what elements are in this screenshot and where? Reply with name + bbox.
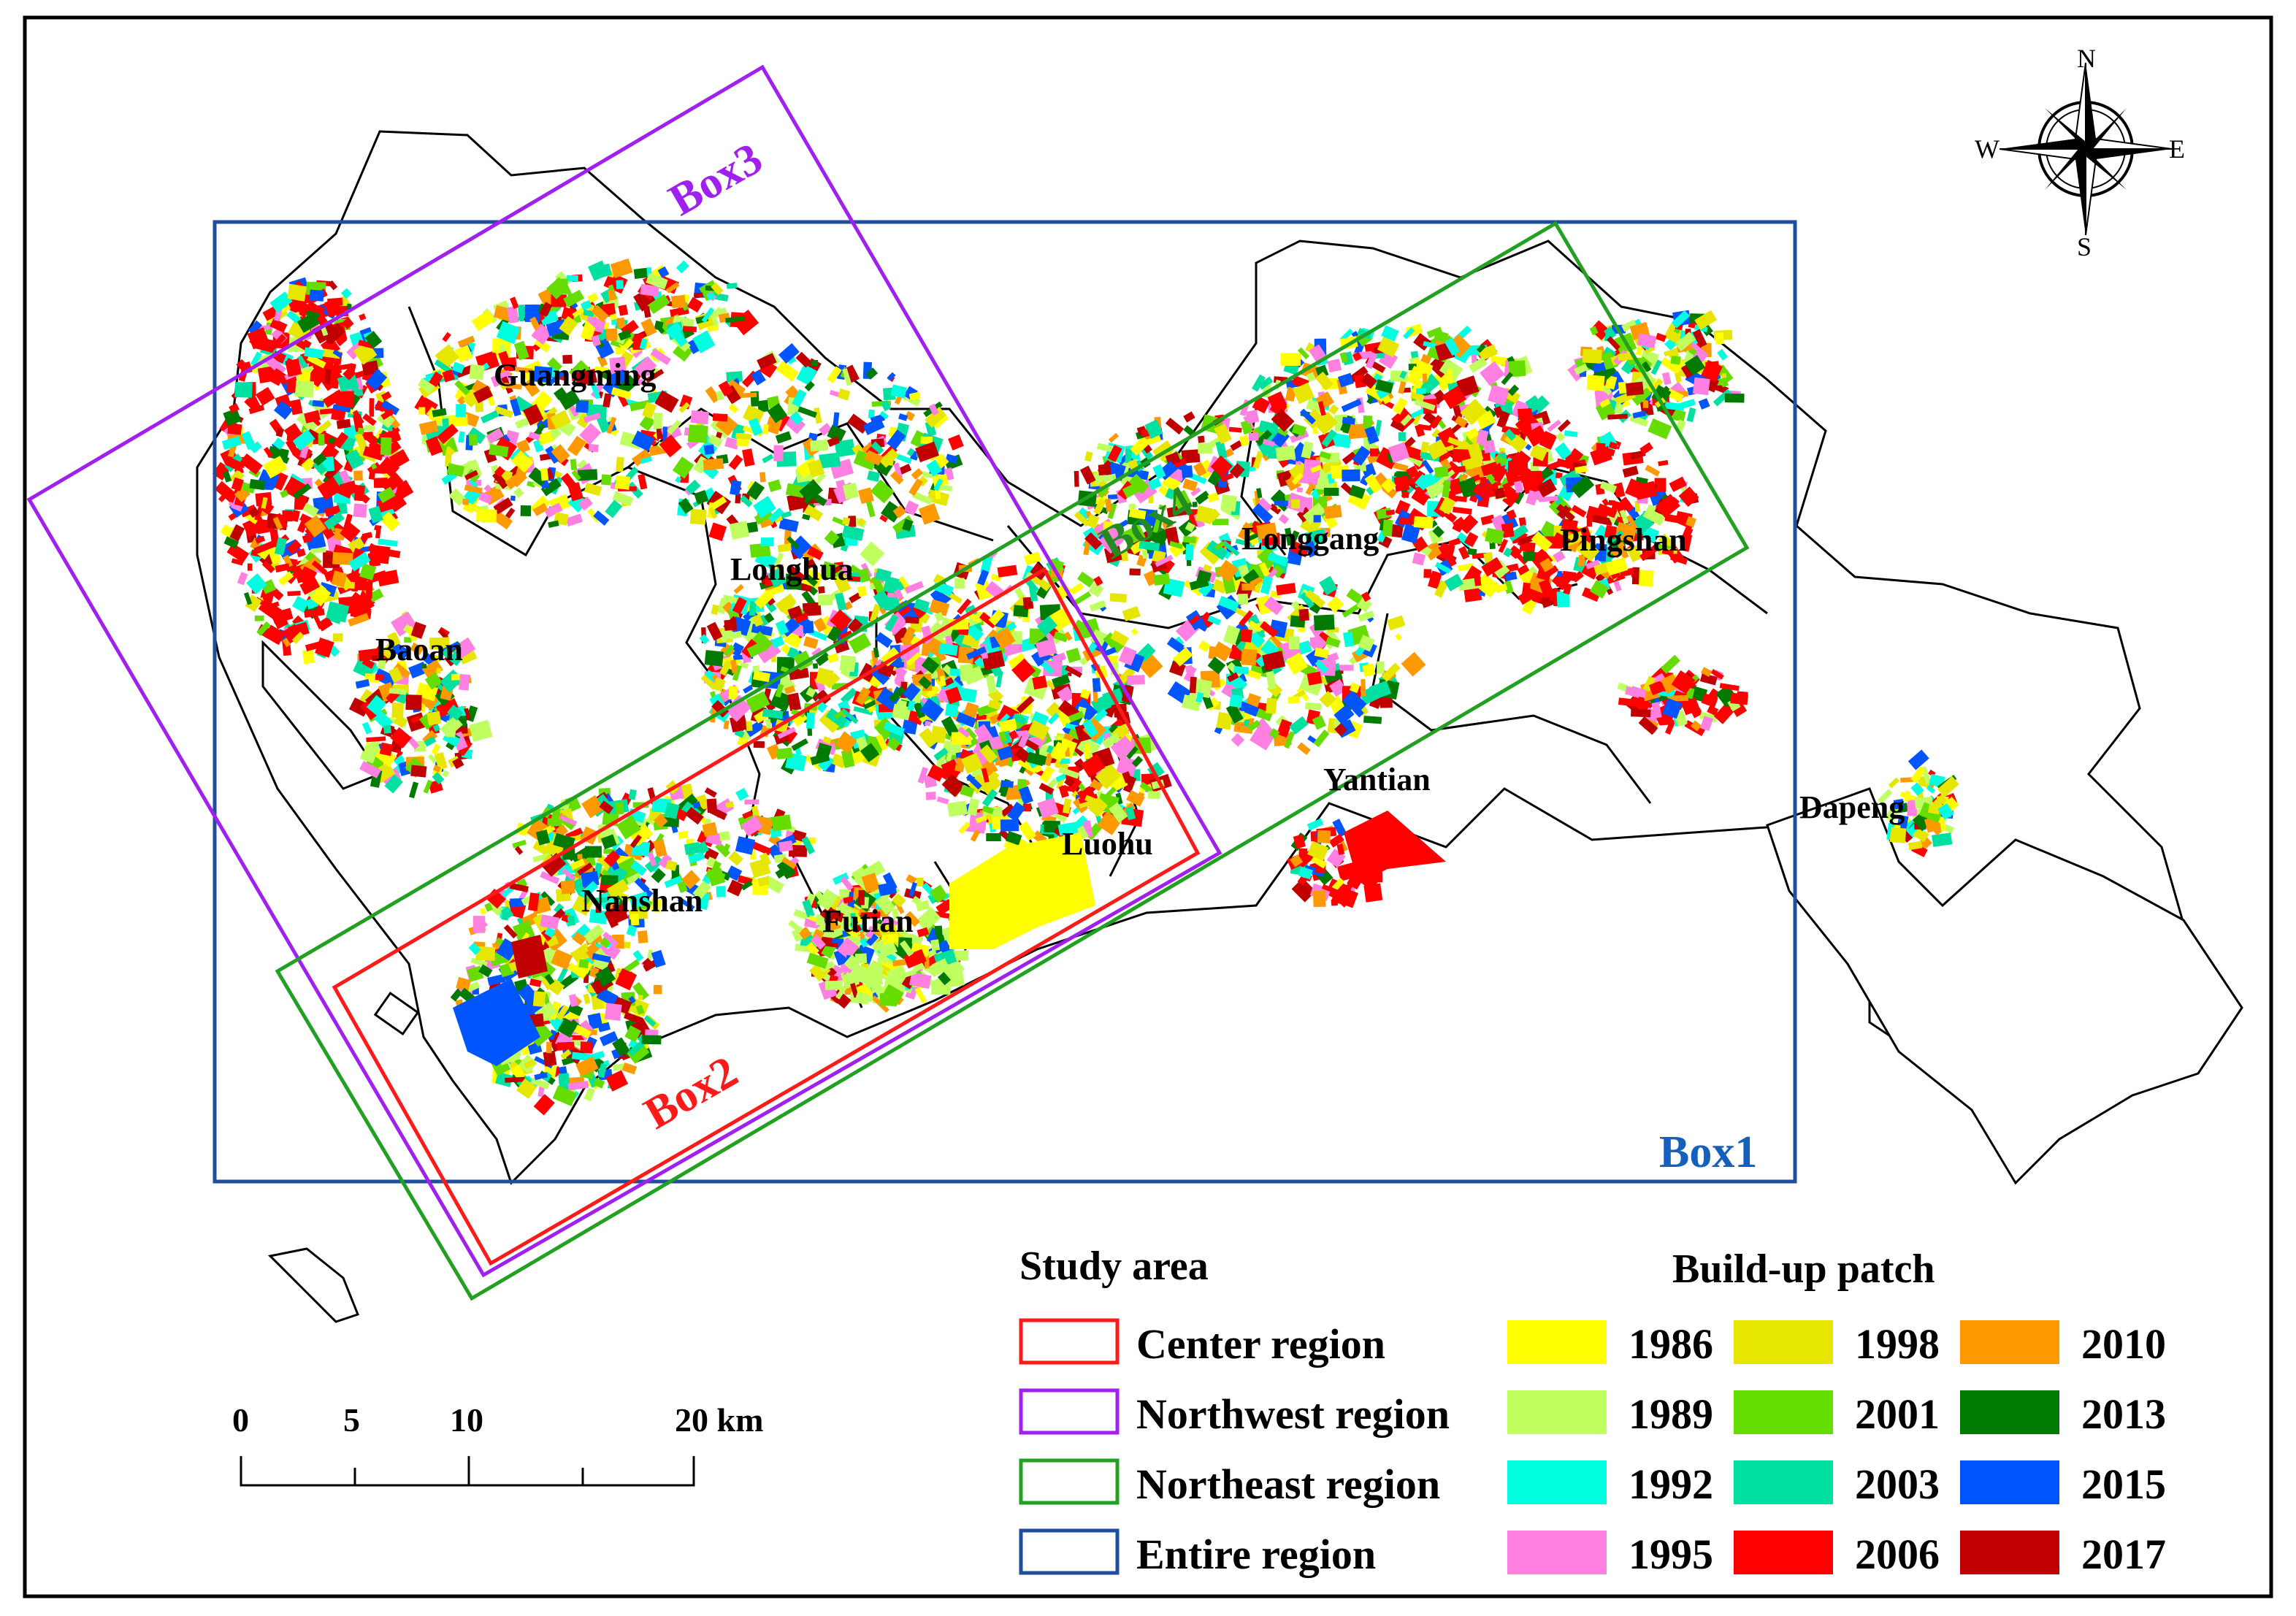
legend-swatch-center (1019, 1318, 1120, 1365)
district-label-luohu: Luohu (1062, 826, 1153, 862)
legend-year-2013: 2013 (2081, 1390, 2166, 1438)
box3-label: Box3 (661, 134, 770, 226)
legend-year-1989: 1989 (1629, 1390, 1713, 1438)
legend-swatch-2003 (1734, 1460, 1833, 1504)
district-label-longhua: Longhua (730, 551, 854, 587)
legend-swatch-1995 (1507, 1531, 1607, 1574)
scale-tick-20: 20 km (675, 1401, 763, 1439)
legend-swatch-2010 (1960, 1320, 2059, 1364)
box4-rect (275, 221, 1750, 1301)
legend-swatch-2015 (1960, 1460, 2059, 1504)
compass-w: W (1975, 134, 2000, 164)
figure-frame (23, 15, 2273, 1598)
scale-tick-5: 5 (343, 1401, 360, 1439)
buildup-patches (212, 258, 1959, 1116)
legend-swatch-2013 (1960, 1390, 2059, 1434)
legend-year-2017: 2017 (2081, 1531, 2166, 1578)
scale-tick-10: 10 (450, 1401, 483, 1439)
legend-label-entire: Entire region (1136, 1531, 1376, 1578)
legend-year-2003: 2003 (1855, 1460, 1940, 1508)
box2-rect (332, 567, 1201, 1266)
legend-year-1992: 1992 (1629, 1460, 1713, 1508)
box3-rect (26, 64, 1222, 1278)
legend-label-northeast: Northeast region (1136, 1460, 1440, 1508)
district-label-yantian: Yantian (1323, 762, 1431, 797)
district-label-dapeng: Dapeng (1799, 789, 1905, 825)
legend-study-area-title: Study area (1019, 1244, 1209, 1289)
legend-swatch-2001 (1734, 1390, 1833, 1434)
legend-swatch-1992 (1507, 1460, 1607, 1504)
legend-study-area: Study area Center region Northwest regio… (1019, 1244, 1450, 1578)
legend-swatch-entire (1019, 1528, 1120, 1575)
legend-year-1995: 1995 (1629, 1531, 1713, 1578)
legend-swatch-2006 (1734, 1531, 1833, 1574)
legend-buildup-patch: Build-up patch 1986 1998 2010 1989 2001 2013 1… (1507, 1247, 2166, 1578)
legend-year-2001: 2001 (1855, 1390, 1940, 1438)
compass-rose-icon: N S E W (1975, 44, 2185, 261)
legend-year-2006: 2006 (1855, 1531, 1940, 1578)
compass-e: E (2169, 134, 2185, 164)
legend-year-1986: 1986 (1629, 1320, 1713, 1368)
legend-label-northwest: Northwest region (1136, 1390, 1450, 1438)
district-label-futian: Futian (822, 903, 914, 939)
legend-swatch-northeast (1019, 1458, 1120, 1505)
legend-swatch-2017 (1960, 1531, 2059, 1574)
district-label-longgang: Longgang (1241, 521, 1379, 556)
compass-s: S (2077, 232, 2092, 261)
legend-swatch-northwest (1019, 1388, 1120, 1435)
legend-swatch-1998 (1734, 1320, 1833, 1364)
box1-rect (213, 220, 1797, 1184)
scale-tick-0: 0 (232, 1401, 249, 1439)
district-label-pingshan: Pingshan (1560, 522, 1687, 558)
legend-buildup-title: Build-up patch (1672, 1247, 1935, 1292)
legend-swatch-1986 (1507, 1320, 1607, 1364)
legend-year-2010: 2010 (2081, 1320, 2166, 1368)
box1-label: Box1 (1659, 1127, 1757, 1177)
compass-n: N (2077, 44, 2096, 73)
study-boxes (26, 64, 1797, 1301)
legend-label-center: Center region (1136, 1320, 1385, 1368)
legend-year-2015: 2015 (2081, 1460, 2166, 1508)
district-label-nanshan: Nanshan (581, 883, 703, 919)
district-label-guangming: Guangming (494, 357, 657, 393)
legend-year-1998: 1998 (1855, 1320, 1940, 1368)
legend-swatch-1989 (1507, 1390, 1607, 1434)
scale-bar: 0 5 10 20 km (232, 1401, 763, 1487)
district-label-baoan: Baoan (375, 632, 463, 667)
